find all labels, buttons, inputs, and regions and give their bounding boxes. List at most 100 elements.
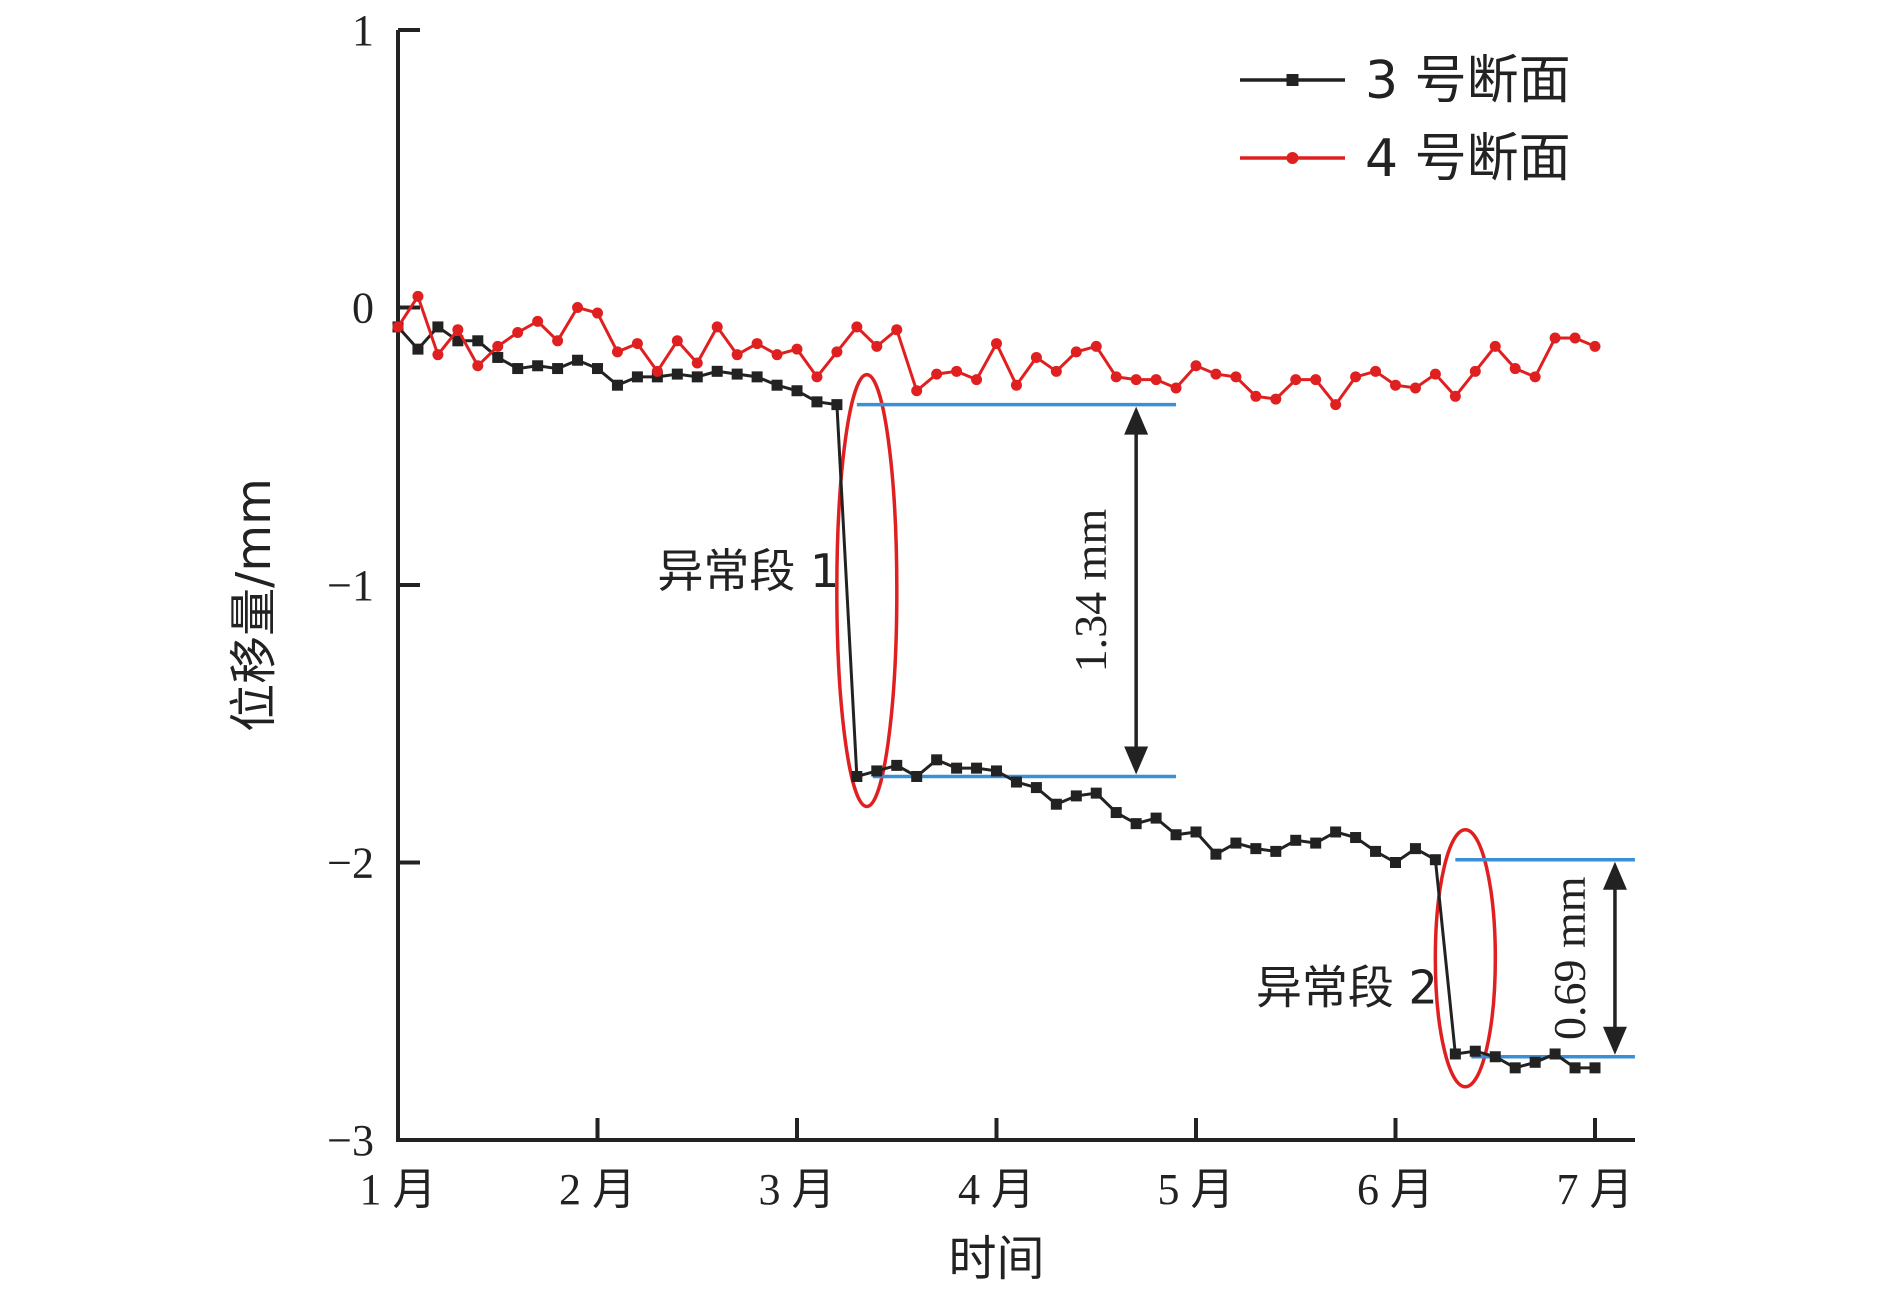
y-tick-label: −3 [327,1116,374,1165]
data-point [572,302,584,313]
data-point [1549,332,1561,344]
data-point [432,349,444,361]
data-point [931,754,943,766]
x-tick-label: 3 月 [759,1165,836,1214]
data-point [1370,845,1382,857]
dimension-label: 0.69 mm [1544,876,1595,1040]
data-point [492,340,504,352]
dimension-arrow-head-down [1602,1026,1627,1055]
data-point [1030,351,1042,363]
data-point [1170,829,1182,841]
data-point [651,365,663,377]
data-point [532,360,544,372]
y-tick-label: −1 [327,561,374,610]
data-point [1090,340,1102,352]
data-point [592,307,603,319]
data-point [552,335,564,347]
legend-label: 3 号断面 [1365,51,1571,111]
legend-marker [1286,74,1299,86]
y-tick-label: 0 [352,284,374,333]
data-point [1409,843,1421,855]
anomaly-label: 异常段 1 [657,544,839,598]
data-point [1529,371,1541,383]
data-point [1130,374,1142,386]
data-point [1090,787,1102,799]
data-point [1469,1045,1481,1057]
data-point [1449,390,1461,402]
data-point [891,759,903,771]
data-point [611,379,623,391]
x-axis-title: 时间 [948,1231,1044,1287]
data-point [1030,782,1042,794]
data-point [1449,1048,1461,1060]
series-layer [392,290,1601,1074]
data-point [432,321,444,333]
legend: 3 号断面 4 号断面 [1240,51,1571,189]
data-point [472,335,484,347]
data-point [1589,340,1601,352]
data-point [392,321,404,333]
data-point [592,363,603,375]
data-point [1190,360,1202,372]
x-tick-label: 7 月 [1557,1165,1634,1214]
x-tick-label: 1 月 [360,1165,437,1214]
anomaly-ellipse [835,372,899,809]
data-point [1250,843,1262,855]
annotations: 1.34 mm 异常段 1 0.69 mm 异常段 2 [657,372,1635,1089]
data-point [1330,826,1342,838]
anomaly-label: 异常段 2 [1256,960,1438,1014]
data-point [1569,1062,1581,1074]
data-point [1270,393,1282,405]
data-point [731,368,743,380]
dimension-arrow-head-up [1124,406,1149,435]
data-point [1070,790,1082,802]
data-point [1230,837,1242,849]
data-point [731,349,743,361]
data-point [1429,854,1441,866]
data-point [791,343,803,355]
data-point [1350,371,1362,383]
data-point [791,385,803,397]
axes: 1 0 −1 −2 −31 月 2 月 3 月 4 月 5 月 6 月 7 月时间 位移量/mm [226,6,1635,1287]
data-point [1310,837,1322,849]
data-point [1270,845,1282,857]
y-axis-title: 位移量/mm [226,478,282,732]
x-tick-label: 5 月 [1158,1165,1235,1214]
legend-marker [1286,152,1299,164]
data-point [831,399,843,411]
data-point [831,346,843,358]
data-point [891,324,903,336]
data-point [971,762,983,774]
data-point [1230,371,1242,383]
data-point [931,368,943,380]
data-point [1589,1062,1601,1074]
data-point [1429,368,1441,380]
data-point [671,335,683,347]
data-point [1110,807,1122,819]
data-point [1509,363,1521,375]
data-point [1050,798,1062,810]
data-point [911,770,923,782]
data-point [751,371,763,383]
data-point [991,338,1002,350]
data-point [611,346,623,358]
data-point [1509,1062,1521,1074]
data-point [1050,365,1062,377]
data-point [1150,374,1162,386]
data-point [711,365,723,377]
data-point [1330,399,1342,411]
data-point [1529,1056,1541,1068]
data-point [1390,857,1401,868]
data-point [911,385,923,397]
data-point [412,290,424,302]
data-point [1210,368,1222,380]
data-point [512,326,524,338]
data-point [651,371,663,383]
data-point [1150,812,1162,824]
data-point [472,360,484,372]
data-point [631,338,643,350]
data-point [1469,365,1481,377]
data-point [951,762,963,774]
data-point [811,396,823,408]
